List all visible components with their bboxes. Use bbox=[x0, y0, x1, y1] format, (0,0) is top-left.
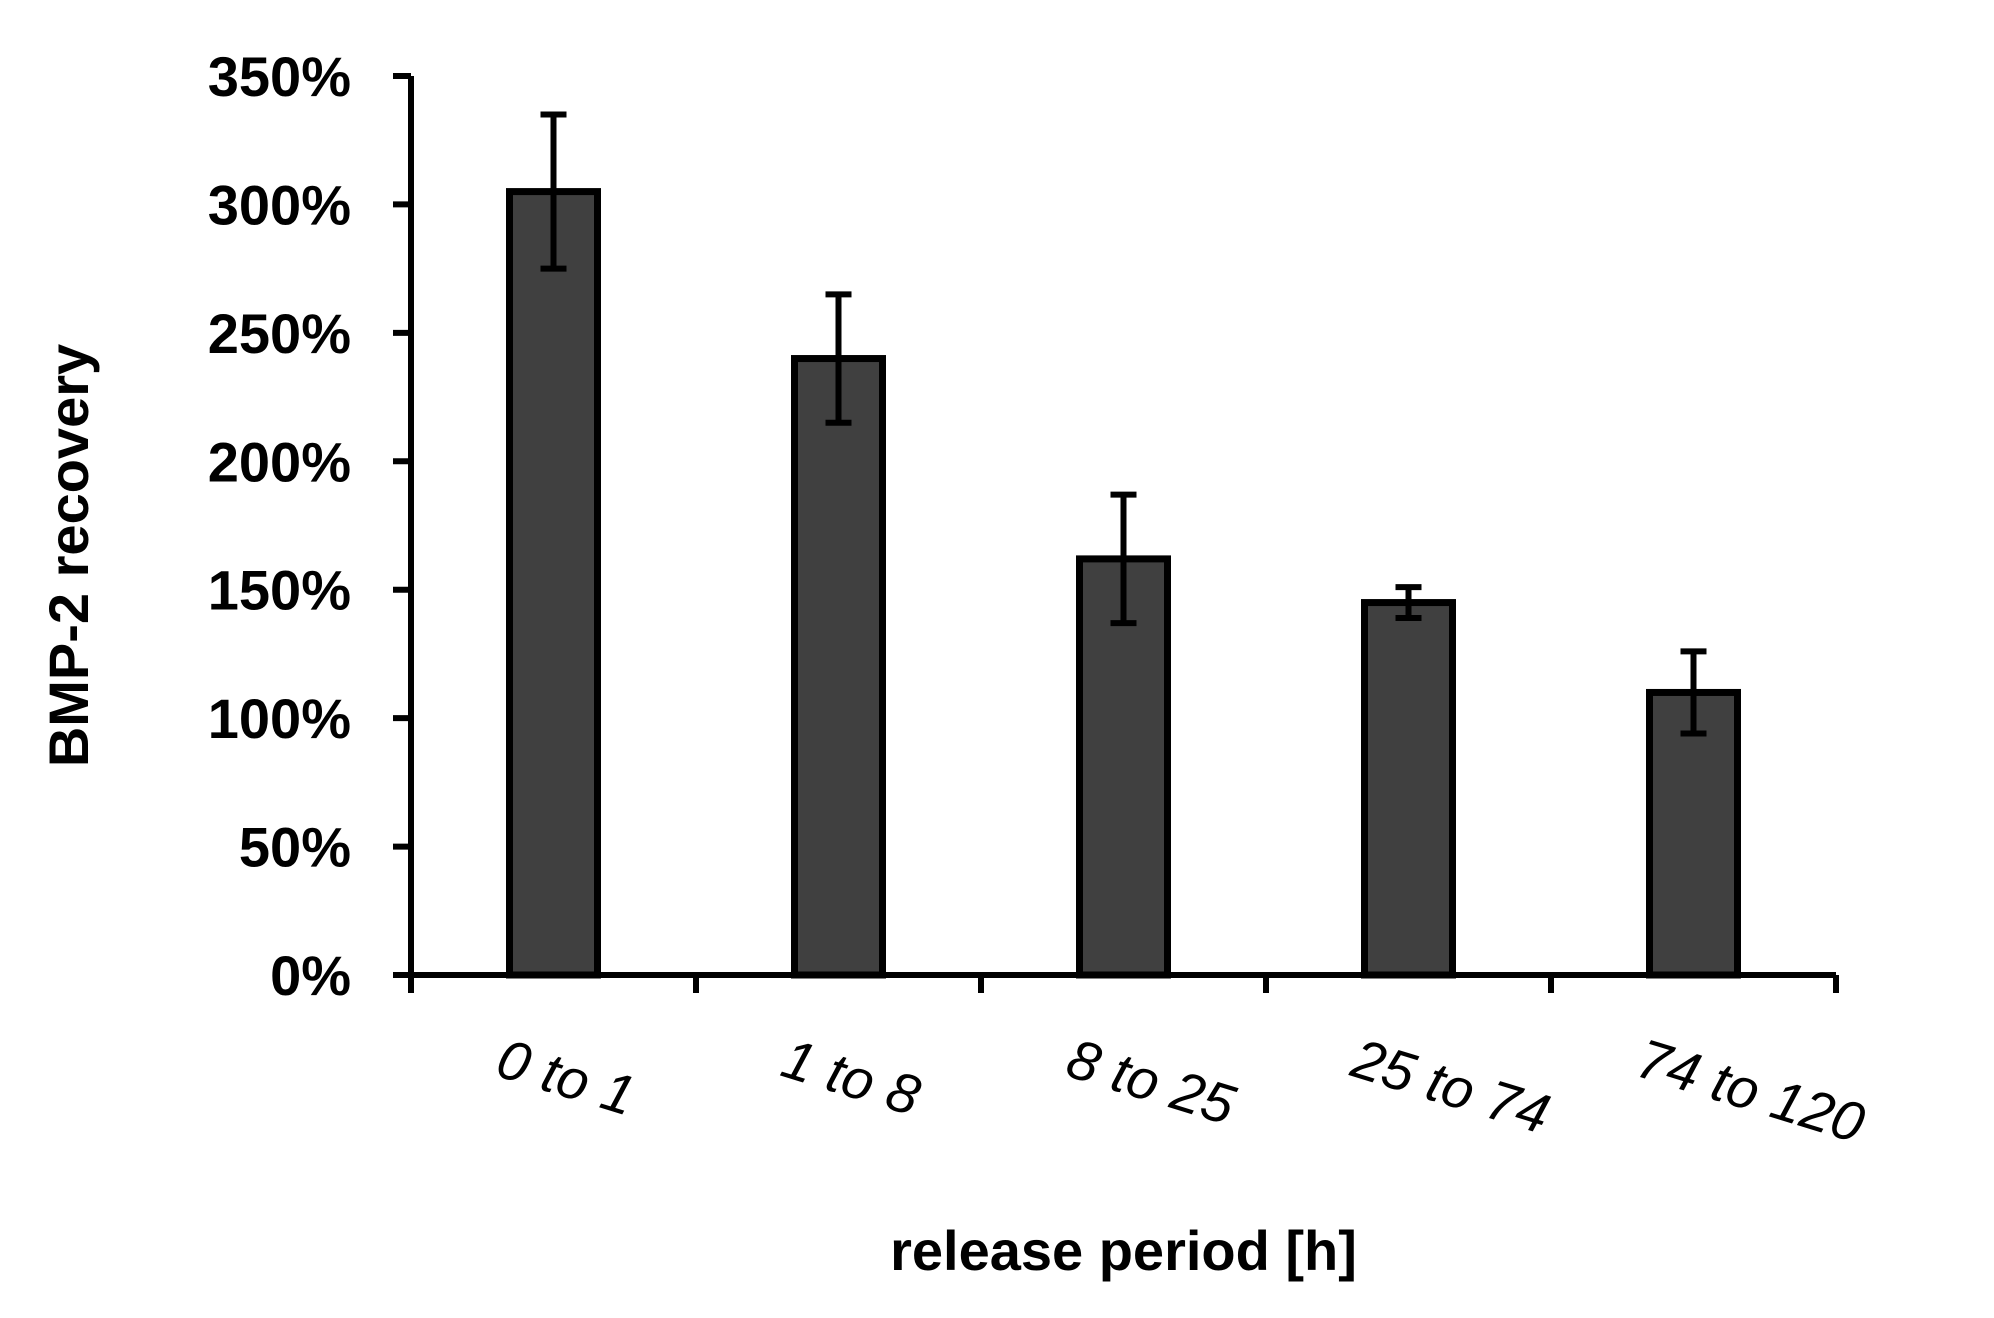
y-tick-label: 150% bbox=[208, 559, 351, 622]
x-tick-label: 74 to 120 bbox=[1630, 1026, 1872, 1155]
x-tick-label: 25 to 74 bbox=[1344, 1026, 1557, 1146]
y-tick-label: 200% bbox=[208, 430, 351, 493]
y-tick-label: 0% bbox=[270, 944, 351, 1007]
bar bbox=[791, 355, 886, 979]
labels-layer: 0% 50% 100% 150% 200% 250% 300% 350% 0 to 1 1 to … bbox=[37, 45, 1872, 1282]
y-tick-label: 350% bbox=[208, 45, 351, 108]
y-axis-title: BMP-2 recovery bbox=[37, 344, 100, 767]
x-tick-label: 8 to 25 bbox=[1060, 1026, 1243, 1137]
y-tick-label: 300% bbox=[208, 173, 351, 236]
axes-layer bbox=[393, 73, 1839, 993]
y-tick-label: 50% bbox=[239, 816, 351, 879]
bars-layer bbox=[506, 111, 1741, 979]
x-tick-label: 1 to 8 bbox=[775, 1026, 927, 1127]
bar bbox=[506, 188, 601, 979]
x-axis-title: release period [h] bbox=[890, 1219, 1357, 1282]
y-tick-label: 100% bbox=[208, 687, 351, 750]
y-tick-label: 250% bbox=[208, 302, 351, 365]
x-tick-label: 0 to 1 bbox=[490, 1026, 642, 1127]
bar bbox=[1361, 599, 1456, 979]
